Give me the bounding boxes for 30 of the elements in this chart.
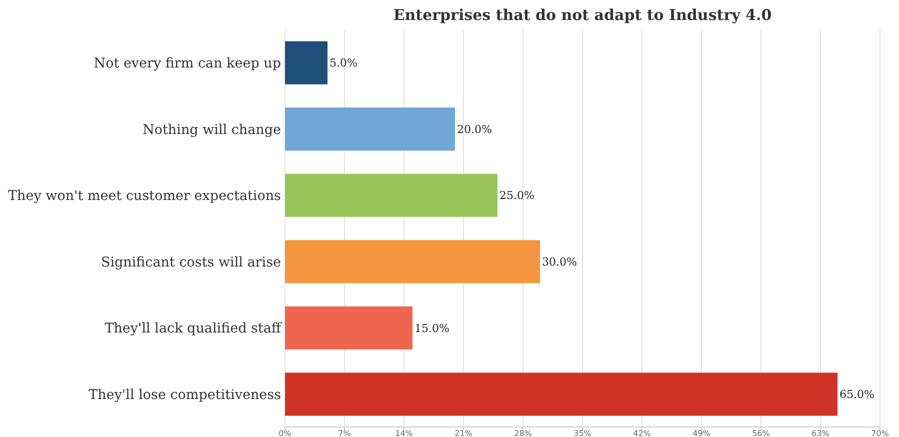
y-tick-label: Nothing will change [142, 122, 282, 138]
x-tick-label: 0% [278, 429, 292, 437]
y-tick-label: Significant costs will arise [100, 254, 282, 270]
x-tick-label: 56% [752, 429, 770, 437]
chart-title: Enterprises that do not adapt to Industry 4.0 [393, 6, 772, 24]
x-tick-label: 49% [692, 429, 711, 437]
x-tick-label: 21% [454, 429, 473, 437]
x-tick-label: 7% [338, 429, 352, 437]
x-tick-label: 14% [395, 429, 414, 437]
x-tick-label: 42% [633, 429, 652, 437]
y-tick-label: Not every firm can keep up [94, 56, 281, 72]
bar [285, 108, 455, 151]
y-tick-label: They'll lose competitiveness [88, 386, 282, 403]
data-label: 65.0% [840, 388, 874, 402]
bar [285, 174, 498, 217]
data-label: 20.0% [457, 122, 492, 136]
data-label: 25.0% [500, 189, 534, 202]
data-label: 5.0% [330, 56, 358, 70]
bar [285, 372, 838, 416]
data-label: 30.0% [542, 255, 577, 268]
x-tick-label: 63% [812, 429, 830, 437]
y-tick-label: They'll lack qualified staff [104, 320, 282, 337]
x-tick-label: 70% [871, 429, 890, 437]
data-label: 15.0% [414, 322, 450, 335]
y-tick-label: They won't meet customer expectations [8, 188, 282, 204]
bar [285, 306, 412, 350]
x-tick-label: 35% [574, 429, 592, 437]
x-tick-label: 28% [514, 429, 532, 437]
bar [285, 240, 540, 284]
bar [285, 41, 328, 84]
